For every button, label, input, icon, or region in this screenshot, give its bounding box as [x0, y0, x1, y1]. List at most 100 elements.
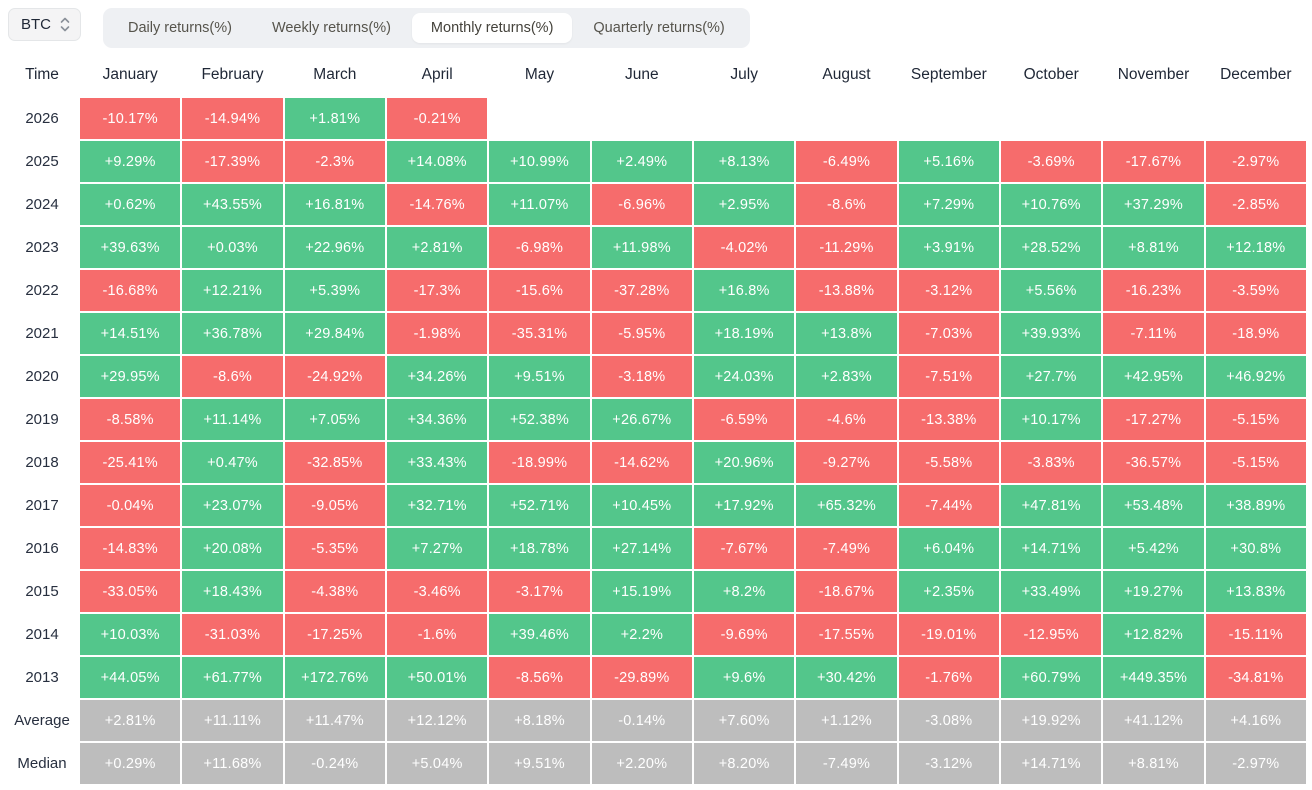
return-cell: +32.71%	[387, 485, 488, 526]
return-cell: -14.76%	[387, 184, 488, 225]
tab-monthly-returns[interactable]: Monthly returns(%)	[411, 13, 573, 43]
return-cell: +22.96%	[284, 227, 385, 268]
return-cell: -4.02%	[694, 227, 795, 268]
returns-tabbar: Daily returns(%) Weekly returns(%) Month…	[103, 8, 750, 48]
return-cell: +8.2%	[694, 571, 795, 612]
return-cell: -17.55%	[796, 614, 897, 655]
return-cell: -24.92%	[284, 356, 385, 397]
return-cell: -7.51%	[898, 356, 999, 397]
return-cell: -17.67%	[1103, 141, 1204, 182]
return-cell	[592, 98, 692, 139]
tab-daily-returns[interactable]: Daily returns(%)	[128, 20, 232, 36]
return-cell: -3.18%	[591, 356, 692, 397]
return-cell: +61.77%	[182, 657, 283, 698]
return-cell: +0.47%	[182, 442, 283, 483]
tab-quarterly-returns[interactable]: Quarterly returns(%)	[593, 20, 725, 36]
return-cell: +23.07%	[182, 485, 283, 526]
return-cell: -7.67%	[694, 528, 795, 569]
return-cell: -7.49%	[796, 528, 897, 569]
return-cell: -32.85%	[284, 442, 385, 483]
return-cell: +41.12%	[1103, 700, 1204, 741]
return-cell: +14.08%	[387, 141, 488, 182]
asset-selector-value: BTC	[21, 16, 51, 33]
return-cell: -15.11%	[1205, 614, 1306, 655]
row-label: 2025	[6, 141, 78, 182]
return-cell: +11.07%	[489, 184, 590, 225]
return-cell: +9.29%	[80, 141, 181, 182]
return-cell: +29.95%	[80, 356, 181, 397]
return-cell: +39.46%	[489, 614, 590, 655]
return-cell	[489, 98, 589, 139]
return-cell: -2.97%	[1205, 743, 1306, 784]
return-cell: +7.60%	[694, 700, 795, 741]
month-header: December	[1220, 66, 1292, 83]
return-cell: -8.58%	[80, 399, 181, 440]
return-cell: -14.94%	[182, 98, 283, 139]
return-cell: +33.49%	[1001, 571, 1102, 612]
return-cell: -17.3%	[387, 270, 488, 311]
row-label: 2019	[6, 399, 78, 440]
return-cell	[899, 98, 999, 139]
return-cell: +5.04%	[387, 743, 488, 784]
month-header: November	[1117, 66, 1190, 83]
return-cell: -31.03%	[182, 614, 283, 655]
row-label: 2015	[6, 571, 78, 612]
return-cell: -2.3%	[284, 141, 385, 182]
return-cell: +37.29%	[1103, 184, 1204, 225]
return-cell: +13.83%	[1205, 571, 1306, 612]
return-cell: +19.27%	[1103, 571, 1204, 612]
return-cell: +7.29%	[898, 184, 999, 225]
return-cell: +2.49%	[591, 141, 692, 182]
return-cell: -18.67%	[796, 571, 897, 612]
tab-weekly-returns[interactable]: Weekly returns(%)	[271, 20, 391, 36]
return-cell: +19.92%	[1001, 700, 1102, 741]
return-cell: +46.92%	[1205, 356, 1306, 397]
return-cell: +5.42%	[1103, 528, 1204, 569]
return-cell: -19.01%	[898, 614, 999, 655]
return-cell: +4.16%	[1205, 700, 1306, 741]
return-cell: -7.11%	[1103, 313, 1204, 354]
return-cell: +12.18%	[1205, 227, 1306, 268]
return-cell: +14.71%	[1001, 528, 1102, 569]
row-label: Median	[6, 743, 78, 784]
return-cell: +18.19%	[694, 313, 795, 354]
row-label: Average	[6, 700, 78, 741]
return-cell: +11.98%	[591, 227, 692, 268]
return-cell: -37.28%	[591, 270, 692, 311]
month-header: May	[524, 66, 555, 83]
return-cell: -9.27%	[796, 442, 897, 483]
return-cell: -34.81%	[1205, 657, 1306, 698]
month-header: August	[822, 66, 871, 83]
return-cell: -3.46%	[387, 571, 488, 612]
return-cell: +2.81%	[387, 227, 488, 268]
return-cell: -3.12%	[898, 270, 999, 311]
return-cell: -6.98%	[489, 227, 590, 268]
return-cell: +15.19%	[591, 571, 692, 612]
return-cell: +28.52%	[1001, 227, 1102, 268]
return-cell: +0.29%	[80, 743, 181, 784]
return-cell: +12.21%	[182, 270, 283, 311]
return-cell: -1.6%	[387, 614, 488, 655]
return-cell: +11.11%	[182, 700, 283, 741]
return-cell	[796, 98, 896, 139]
return-cell: -0.24%	[284, 743, 385, 784]
return-cell: +9.51%	[489, 743, 590, 784]
return-cell: +27.14%	[591, 528, 692, 569]
row-label: 2020	[6, 356, 78, 397]
return-cell: -8.6%	[182, 356, 283, 397]
asset-selector[interactable]: BTC	[8, 8, 81, 41]
return-cell: -0.04%	[80, 485, 181, 526]
return-cell: +172.76%	[284, 657, 385, 698]
return-cell: +39.63%	[80, 227, 181, 268]
return-cell: +44.05%	[80, 657, 181, 698]
return-cell: +5.39%	[284, 270, 385, 311]
return-cell	[1001, 98, 1101, 139]
return-cell: +0.62%	[80, 184, 181, 225]
month-header: October	[1023, 66, 1079, 83]
return-cell: +5.56%	[1001, 270, 1102, 311]
return-cell: +16.8%	[694, 270, 795, 311]
returns-table-header: Time January February March April May June July…	[6, 61, 1306, 89]
return-cell: -3.12%	[898, 743, 999, 784]
return-cell: -12.95%	[1001, 614, 1102, 655]
return-cell: +18.43%	[182, 571, 283, 612]
